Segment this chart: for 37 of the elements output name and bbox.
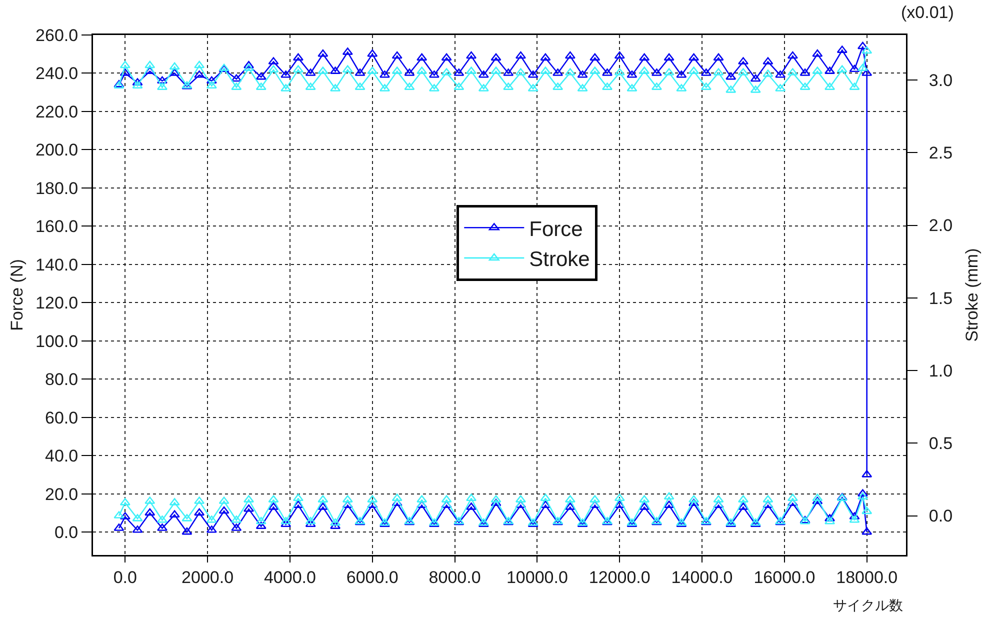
y-tick-label: 40.0 (45, 446, 78, 466)
y2-tick-label: 1.5 (928, 288, 953, 308)
y-tick-label: 160.0 (36, 217, 78, 236)
text: (x0.01) (901, 3, 954, 22)
y-tick-label: 220.0 (36, 102, 78, 122)
y-tick-label: 140.0 (36, 255, 78, 274)
y-tick-label: 260.0 (36, 26, 78, 45)
x-axis-title: サイクル数 (833, 597, 903, 613)
x-tick-label: 16000.0 (754, 568, 816, 587)
x-tick-label: 2000.0 (182, 568, 234, 587)
y2-tick-label: 1.0 (928, 361, 953, 380)
legend-label: Force (529, 218, 583, 241)
y2-tick-label: 0.0 (928, 506, 953, 526)
x-tick-label: 12000.0 (588, 568, 650, 587)
y-tick-label: 20.0 (45, 484, 78, 504)
y2-tick-label: 2.5 (928, 144, 953, 163)
y-tick-label: 80.0 (45, 370, 78, 390)
y2-tick-label: 0.5 (928, 434, 953, 454)
y-tick-label: 240.0 (36, 64, 78, 84)
legend-label: Stroke (529, 248, 590, 272)
x-tick-label: 10000.0 (506, 568, 568, 587)
y-tick-label: 200.0 (36, 140, 78, 160)
y2-axis-title: Stroke (mm) (962, 248, 982, 342)
x-tick-label: 6000.0 (346, 568, 398, 587)
x-tick-label: 18000.0 (836, 568, 898, 587)
y-tick-label: 60.0 (45, 408, 78, 428)
y-tick-label: 0.0 (54, 523, 78, 542)
y-tick-label: 120.0 (36, 294, 78, 313)
y-tick-label: 180.0 (36, 178, 78, 198)
y2-tick-label: 3.0 (928, 70, 953, 90)
y-tick-label: 100.0 (36, 332, 78, 351)
x-tick-label: 0.0 (113, 568, 137, 587)
y2-tick-label: 2.0 (928, 216, 953, 236)
x-tick-label: 8000.0 (428, 568, 481, 587)
x-tick-label: 14000.0 (671, 568, 733, 587)
y-axis-title: Force (N) (7, 259, 26, 331)
x-tick-label: 4000.0 (264, 568, 316, 587)
